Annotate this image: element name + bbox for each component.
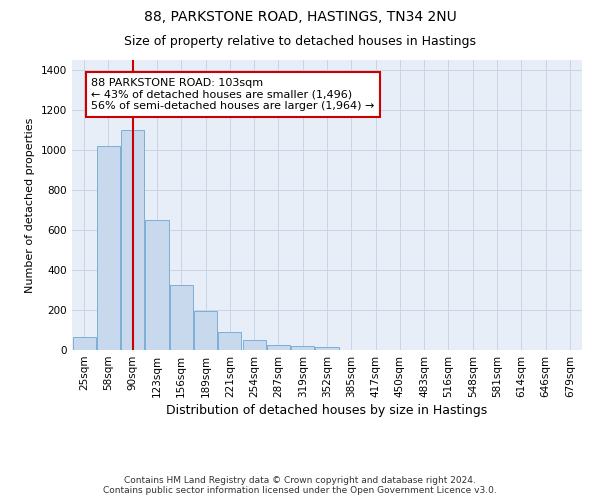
Bar — [242, 340, 266, 350]
Text: 88, PARKSTONE ROAD, HASTINGS, TN34 2NU: 88, PARKSTONE ROAD, HASTINGS, TN34 2NU — [143, 10, 457, 24]
Bar — [291, 346, 314, 350]
Bar — [316, 347, 338, 350]
Bar — [121, 130, 144, 350]
Bar — [267, 345, 290, 350]
Bar — [73, 337, 95, 350]
Bar — [145, 220, 169, 350]
Bar — [194, 311, 217, 350]
Text: Size of property relative to detached houses in Hastings: Size of property relative to detached ho… — [124, 35, 476, 48]
Y-axis label: Number of detached properties: Number of detached properties — [25, 118, 35, 292]
Bar — [218, 332, 241, 350]
Bar — [170, 285, 193, 350]
X-axis label: Distribution of detached houses by size in Hastings: Distribution of detached houses by size … — [166, 404, 488, 417]
Text: 88 PARKSTONE ROAD: 103sqm
← 43% of detached houses are smaller (1,496)
56% of se: 88 PARKSTONE ROAD: 103sqm ← 43% of detac… — [91, 78, 375, 111]
Text: Contains HM Land Registry data © Crown copyright and database right 2024.
Contai: Contains HM Land Registry data © Crown c… — [103, 476, 497, 495]
Bar — [97, 146, 120, 350]
